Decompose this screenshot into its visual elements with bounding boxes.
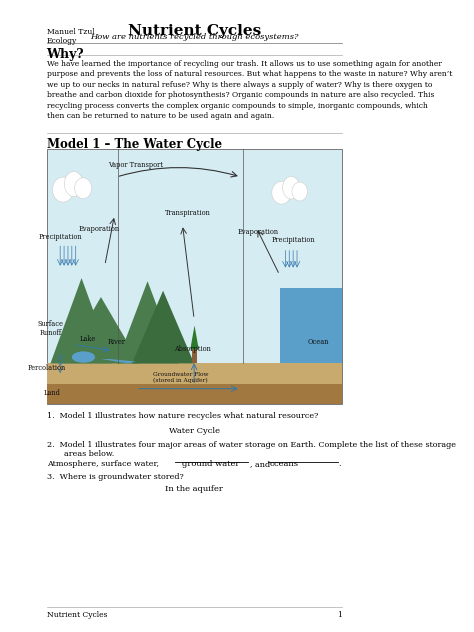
Ellipse shape [72,351,95,363]
Text: We have learned the importance of recycling our trash. It allows us to use somet: We have learned the importance of recycl… [46,60,452,120]
Ellipse shape [292,182,308,201]
Polygon shape [132,291,194,363]
Text: Atmosphere, surface water,: Atmosphere, surface water, [46,460,161,468]
Text: oceans: oceans [270,460,299,468]
FancyBboxPatch shape [192,348,197,363]
Text: Precipitation: Precipitation [271,236,315,244]
Text: Ecology: Ecology [46,37,77,45]
Polygon shape [190,325,199,349]
Polygon shape [50,278,113,363]
Ellipse shape [74,178,91,198]
Text: River: River [108,339,126,346]
Text: Nutrient Cycles: Nutrient Cycles [128,24,261,38]
Text: Land: Land [44,389,61,397]
Text: How are nutrients recycled through ecosystems?: How are nutrients recycled through ecosy… [90,33,299,41]
Text: Absorption: Absorption [174,345,210,353]
FancyBboxPatch shape [46,384,342,404]
Text: Surface
Runoff: Surface Runoff [37,320,64,337]
Text: 2.  Model 1 illustrates four major areas of water storage on Earth. Complete the: 2. Model 1 illustrates four major areas … [46,441,456,449]
Text: Nutrient Cycles: Nutrient Cycles [46,611,107,619]
Polygon shape [101,359,136,363]
Text: Transpiration: Transpiration [165,209,211,217]
Text: 1: 1 [337,611,342,619]
Ellipse shape [64,171,83,197]
Text: Water Cycle: Water Cycle [169,427,219,435]
Text: In the aquifer: In the aquifer [165,485,223,494]
FancyBboxPatch shape [280,288,342,363]
Text: Groundwater Flow
(stored in Aquifer): Groundwater Flow (stored in Aquifer) [153,372,208,384]
Polygon shape [117,281,179,363]
Text: Percolation: Percolation [27,364,66,372]
Polygon shape [62,297,140,363]
Text: Ocean: Ocean [308,339,329,346]
Text: Manuel Tzul: Manuel Tzul [46,28,94,37]
FancyBboxPatch shape [46,149,342,404]
Text: , and: , and [250,460,273,468]
Text: ground water: ground water [182,460,240,468]
Text: Lake: Lake [79,336,96,343]
Ellipse shape [283,176,300,199]
Text: 3.  Where is groundwater stored?: 3. Where is groundwater stored? [46,473,183,481]
Text: .: . [338,460,341,468]
Text: 1.  Model 1 illustrates how nature recycles what natural resource?: 1. Model 1 illustrates how nature recycl… [46,412,318,420]
Text: Why?: Why? [46,48,84,61]
Text: Evaporation: Evaporation [78,225,119,233]
FancyBboxPatch shape [46,363,342,404]
Text: Vapor Transport: Vapor Transport [109,162,164,169]
Ellipse shape [272,181,291,204]
Ellipse shape [53,177,74,202]
Text: areas below.: areas below. [64,450,114,458]
Text: Precipitation: Precipitation [38,233,82,241]
Text: Model 1 – The Water Cycle: Model 1 – The Water Cycle [46,138,222,151]
Text: Evaporation: Evaporation [237,228,279,236]
